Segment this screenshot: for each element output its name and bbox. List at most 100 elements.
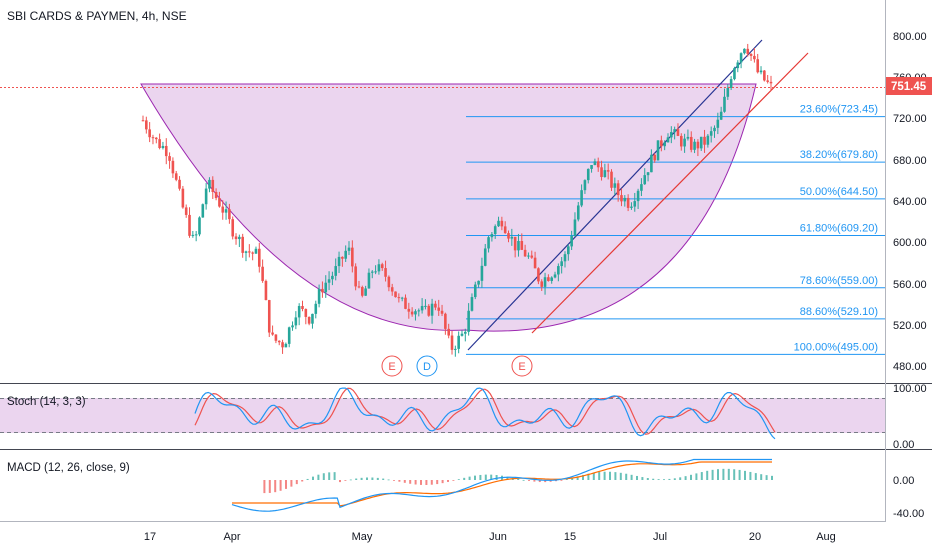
chart-title: SBI CARDS & PAYMEN, 4h, NSE <box>7 9 187 23</box>
candle-body <box>713 127 716 132</box>
macd-hist-bar <box>673 478 676 480</box>
candle-body <box>291 325 294 328</box>
macd-hist-bar <box>376 477 379 480</box>
macd-hist-bar <box>403 480 406 483</box>
candle-body <box>736 62 740 69</box>
candle-body <box>241 236 244 253</box>
candle-body <box>184 207 188 215</box>
candle-body <box>673 129 676 133</box>
candle-body <box>174 173 178 180</box>
candle-body <box>716 119 720 128</box>
candle-body <box>427 305 431 316</box>
macd-hist-bar <box>474 475 476 480</box>
svg-text:751.45: 751.45 <box>891 81 927 93</box>
macd-hist-bar <box>760 474 763 480</box>
candle-body <box>493 226 497 235</box>
candle-body <box>487 237 490 249</box>
candle-body <box>470 297 474 311</box>
macd-hist-bar <box>733 469 736 480</box>
event-marker-dividend[interactable]: D <box>416 355 438 377</box>
macd-hist-bar <box>522 479 525 481</box>
candle-body <box>490 234 494 238</box>
macd-hist-bar <box>339 480 341 483</box>
candle-body <box>547 277 550 281</box>
macd-hist-bar <box>727 468 730 480</box>
candlestick-series <box>141 43 773 357</box>
candle-body <box>640 184 643 191</box>
time-tick: Jul <box>653 531 667 543</box>
candle-body <box>271 332 274 335</box>
candle-body <box>630 206 633 208</box>
candle-body <box>380 264 384 269</box>
candle-body <box>729 79 733 88</box>
macd-hist-bar <box>393 480 395 481</box>
candle-body <box>188 214 191 236</box>
macd-hist-bar <box>490 474 493 480</box>
candle-body <box>331 275 334 280</box>
candle-body <box>460 333 464 336</box>
candle-body <box>347 247 351 251</box>
candle-body <box>324 282 328 293</box>
candle-body <box>580 190 583 206</box>
candle-body <box>248 251 251 253</box>
candle-body <box>327 279 331 283</box>
macd-hist-bar <box>452 480 455 481</box>
candle-body <box>543 277 547 287</box>
price-tick: 480.00 <box>893 361 927 373</box>
macd-hist-bar <box>447 480 449 482</box>
macd-hist-bar <box>463 477 466 480</box>
macd-hist-bar <box>344 480 347 481</box>
macd-hist-bar <box>328 472 331 480</box>
candle-body <box>670 132 673 138</box>
macd-line <box>231 458 772 512</box>
candle-body <box>221 206 225 213</box>
candle-body <box>367 272 371 289</box>
candle-body <box>407 308 411 312</box>
candle-body <box>520 240 524 250</box>
candle-body <box>540 281 544 287</box>
candle-body <box>533 257 537 269</box>
candle-body <box>723 96 726 112</box>
candle-body <box>706 135 710 145</box>
macd-hist-bar <box>592 472 595 480</box>
candle-body <box>404 297 407 309</box>
candle-body <box>284 343 288 348</box>
candle-body <box>211 179 215 192</box>
candle-body <box>204 188 208 205</box>
candle-body <box>238 236 241 240</box>
candle-body <box>703 136 706 145</box>
time-tick: Aug <box>816 531 836 543</box>
candle-body <box>626 197 630 208</box>
price-axis[interactable]: 800.00 760.00 720.00 680.00 640.00 600.0… <box>893 31 927 373</box>
candle-body <box>693 141 696 150</box>
candle-body <box>281 342 284 348</box>
price-tick: 800.00 <box>893 31 927 43</box>
macd-hist-bar <box>360 477 363 480</box>
candle-body <box>447 328 450 336</box>
candle-body <box>510 236 514 239</box>
fib-level-label: 50.00%(644.50) <box>800 186 878 198</box>
candle-body <box>666 137 670 143</box>
time-tick: 17 <box>144 531 156 543</box>
candle-body <box>753 55 756 60</box>
candle-body <box>370 271 374 273</box>
macd-hist-bar <box>684 476 687 480</box>
candle-body <box>168 156 171 161</box>
candle-body <box>596 161 600 168</box>
event-marker-earnings-2[interactable]: E <box>511 355 533 377</box>
candle-body <box>636 190 640 202</box>
last-price-label: 751.45 <box>886 77 932 95</box>
candle-body <box>746 48 750 54</box>
candle-body <box>198 217 201 235</box>
event-marker-earnings-1[interactable]: E <box>381 355 403 377</box>
stoch-title: Stoch (14, 3, 3) <box>7 396 86 408</box>
candle-body <box>686 136 690 139</box>
macd-hist-bar <box>630 474 633 480</box>
candle-body <box>357 286 361 288</box>
time-axis[interactable]: 17 Apr May Jun 15 Jul 20 Aug <box>144 531 836 543</box>
macd-hist-bar <box>517 478 520 480</box>
candle-body <box>530 255 534 258</box>
macd-hist-bar <box>771 475 773 480</box>
macd-hist-bar <box>603 471 606 480</box>
candle-body <box>301 306 304 310</box>
